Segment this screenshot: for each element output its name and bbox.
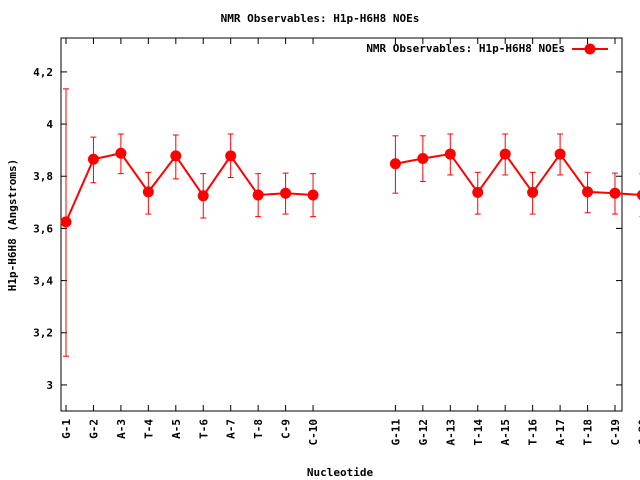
x-tick-label: T-4 — [142, 419, 155, 439]
data-point — [636, 190, 640, 200]
data-point — [87, 153, 99, 165]
data-point — [170, 150, 182, 162]
y-tick-label: 3,6 — [33, 222, 53, 235]
x-tick-label: A-13 — [444, 419, 457, 446]
x-tick-label: A-5 — [170, 419, 183, 439]
x-tick-label: A-17 — [554, 419, 567, 446]
x-tick-label: A-15 — [499, 419, 512, 446]
x-tick-label: G-1 — [60, 419, 73, 439]
x-tick-label: G-12 — [417, 419, 430, 446]
y-tick-label: 3,2 — [33, 327, 53, 340]
x-tick-label: T-16 — [527, 419, 540, 446]
series-line — [65, 152, 314, 223]
data-point — [609, 187, 621, 199]
data-point — [252, 189, 264, 201]
data-point — [472, 186, 484, 198]
legend: NMR Observables: H1p-H6H8 NOEs — [366, 42, 608, 55]
series-line — [395, 152, 640, 196]
y-tick-label: 4,2 — [33, 66, 53, 79]
x-tick-label: A-3 — [115, 419, 128, 439]
x-tick-label: T-14 — [472, 419, 485, 446]
data-point — [582, 186, 594, 198]
x-tick-label: C-19 — [609, 419, 622, 446]
data-point — [554, 148, 566, 160]
x-axis: G-1 G-2 A-3 T-4 A-5 T-6 A-7 T-8 C-9 C-10 G-11 G-12 A… — [60, 38, 640, 446]
plot-frame — [60, 37, 623, 412]
x-tick-label: A-7 — [225, 419, 238, 439]
series-layer — [60, 88, 640, 357]
data-point — [280, 187, 292, 199]
data-point — [142, 186, 154, 198]
x-tick-label: G-2 — [87, 419, 100, 439]
x-tick-label: T-8 — [252, 419, 265, 439]
y-axis-label: H1p-H6H8 (Angstroms) — [6, 159, 19, 291]
data-point — [444, 148, 456, 160]
data-point — [115, 147, 127, 159]
y-tick-label: 4 — [46, 118, 53, 131]
x-tick-label: T-6 — [197, 419, 210, 439]
x-tick-label: G-11 — [389, 419, 402, 446]
data-point — [417, 153, 429, 165]
data-point — [225, 150, 237, 162]
data-point — [527, 186, 539, 198]
data-point — [499, 148, 511, 160]
x-tick-label: C-9 — [280, 419, 293, 439]
data-point — [60, 216, 72, 228]
y-tick-label: 3,4 — [33, 275, 53, 288]
y-axis: 3 3,2 3,4 3,6 3,8 4 4,2 — [33, 66, 622, 392]
data-point — [307, 189, 319, 201]
legend-label: NMR Observables: H1p-H6H8 NOEs — [366, 42, 565, 55]
chart-title: NMR Observables: H1p-H6H8 NOEs — [221, 12, 420, 25]
data-point — [389, 158, 401, 170]
x-tick-label: C-10 — [307, 419, 320, 446]
x-axis-label: Nucleotide — [307, 466, 374, 479]
data-point — [197, 190, 209, 202]
x-tick-label: T-18 — [582, 419, 595, 446]
legend-marker — [584, 43, 596, 55]
x-tick-label: C-20 — [636, 419, 640, 446]
y-tick-label: 3,8 — [33, 170, 53, 183]
y-tick-label: 3 — [46, 379, 53, 392]
